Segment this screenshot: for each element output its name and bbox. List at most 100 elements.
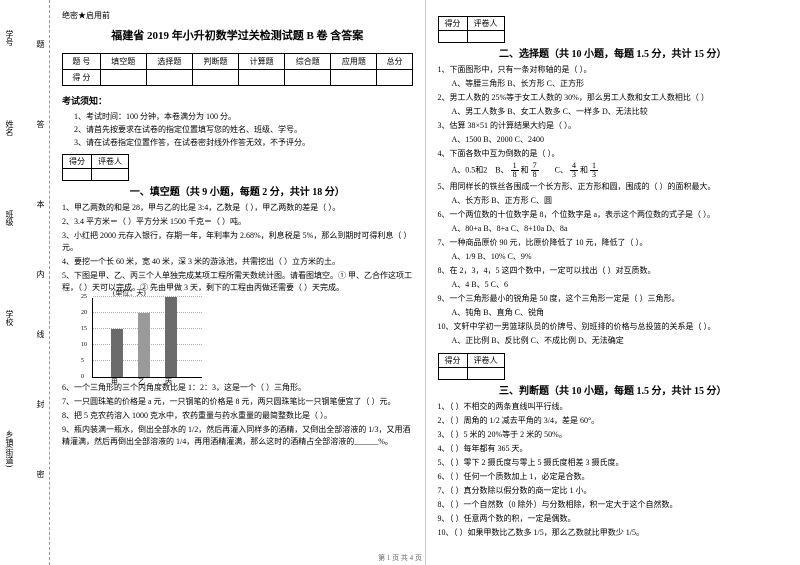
s2-q5o: A、长方形 B、正方形 C、圆: [438, 195, 789, 207]
bind-label-id: 学号: [4, 30, 15, 46]
s1-q3: 3、小红把 2000 元存入银行，存期一年，年利率为 2.68%，利息税是 5%…: [62, 230, 413, 254]
s1-q2: 2、3.4 平方米＝（ ）平方分米 1500 千克＝（ ）吨。: [62, 216, 413, 228]
s1-q9: 9、瓶内装满一瓶水，倒出全部水的 1/2，然后再灌入同样多的酒精，又倒出全部溶液…: [62, 424, 413, 448]
s2-q8o: A、4 B、5 C、6: [438, 279, 789, 291]
s2-q9o: A、钝角 B、直角 C、锐角: [438, 307, 789, 319]
ms3-c1: 得分: [438, 354, 467, 368]
left-column: 绝密★启用前 福建省 2019 年小升初数学过关检测试题 B 卷 含答案 题 号…: [50, 0, 426, 565]
bind-label-name: 姓名: [4, 120, 15, 136]
frac-c1: 43: [570, 162, 578, 179]
bar-bing: [165, 297, 177, 377]
notice-2: 2、请首先按要求在试卷的指定位置填写您的姓名、班级、学号。: [74, 124, 413, 135]
binding-margin: 学号 姓名 班级 学校 乡镇(街道) 题 答 本 内 线 封 密: [0, 0, 50, 565]
s2-q2: 2、男工人数的 25%等于女工人数的 30%，那么男工人数和女工人数相比（ ）: [438, 92, 789, 104]
s3-q3: 3、（ ）5 米的 20%等于 2 米的 50%。: [438, 429, 789, 441]
s2-q4: 4、下面各数中互为倒数的是（ ）。: [438, 148, 789, 160]
s3-q6: 6、（ ）任何一个质数加上 1，必定是合数。: [438, 471, 789, 483]
s2-q3o: A、1500 B、2000 C、2400: [438, 134, 789, 146]
xl-bing: 丙: [165, 377, 172, 387]
s2-q10: 10、文轩中学初一男篮球队员的价牌号、别班排的价格与总投篮的关系是（ ）。: [438, 321, 789, 333]
yt2: 10: [81, 342, 87, 348]
th-4: 计算题: [239, 54, 285, 70]
q4a: A、0.5和2: [452, 165, 488, 174]
s1-q4: 4、要挖一个长 60 米，宽 40 米，深 3 米的游泳池，共需挖出（ ）立方米…: [62, 256, 413, 268]
section1-title: 一、填空题（共 9 小题，每题 2 分，共计 18 分）: [62, 183, 413, 198]
right-column: 得分评卷人 二、选择题（共 10 小题，每题 1.5 分，共计 15 分） 1、…: [426, 0, 800, 565]
bar-chart: (单位：天) 0 5 10 15 20 25 甲 乙 丙: [92, 298, 202, 378]
bind-word-0: 题: [35, 40, 46, 48]
s2-q8: 8、在 2，3，4，5 这四个数中，一定可以找出（ ）对互质数。: [438, 265, 789, 277]
mini-score-2: 得分评卷人: [438, 16, 505, 43]
s1-q7: 7、一只圆珠笔的价格是 a 元，一只钢笔的价格是 8 元，两只圆珠笔比一只钢笔便…: [62, 396, 413, 408]
s3-q7: 7、（ ）真分数除以假分数的商一定比 1 小。: [438, 485, 789, 497]
ms2-c1: 得分: [438, 17, 467, 31]
th-7: 总分: [377, 54, 412, 70]
ms2-c2: 评卷人: [467, 17, 504, 31]
s3-q10: 10、（ ）如果甲数比乙数多 1/5，那么乙数就比甲数少 1/5。: [438, 527, 789, 539]
bind-label-town: 乡镇(街道): [4, 430, 15, 467]
mini-score-1: 得分评卷人: [62, 154, 129, 181]
xl-yi: 乙: [138, 377, 145, 387]
s2-q5: 5、用同样长的铁丝各围成一个长方形、正方形和圆，围成的（ ）的面积最大。: [438, 181, 789, 193]
secret-label: 绝密★启用前: [62, 10, 413, 21]
section2-title: 二、选择题（共 10 小题，每题 1.5 分，共计 15 分）: [438, 45, 789, 60]
notice-3: 3、请在试卷指定位置作答，在试卷密封线外作答无效，不予评分。: [74, 137, 413, 148]
row2-label: 得 分: [63, 70, 101, 86]
s3-q5: 5、（ ）零下 2 摄氏度与零上 5 摄氏度相差 3 摄氏度。: [438, 457, 789, 469]
s3-q9: 9、（ ）任意两个数的积，一定是偶数。: [438, 513, 789, 525]
s2-q1o: A、等腰三角形 B、长方形 C、正方形: [438, 78, 789, 90]
ms1-c2: 评卷人: [92, 155, 129, 169]
bind-word-6: 密: [35, 470, 46, 478]
s2-q7o: A、1/9 B、10% C、9%: [438, 251, 789, 263]
s3-q8: 8、（ ）一个自然数（0 除外）与分数相除，积一定大于这个自然数。: [438, 499, 789, 511]
s3-q4: 4、（ ）每年都有 365 天。: [438, 443, 789, 455]
bind-word-5: 封: [35, 400, 46, 408]
th-0: 题 号: [63, 54, 101, 70]
page-footer: 第 1 页 共 4 页: [0, 553, 800, 563]
bind-label-school: 学校: [4, 310, 15, 326]
frac-b2: 78: [531, 162, 539, 179]
bind-word-2: 本: [35, 200, 46, 208]
score-table: 题 号 填空题 选择题 判断题 计算题 综合题 应用题 总分 得 分: [62, 53, 413, 86]
bind-word-3: 内: [35, 270, 46, 278]
yt3: 15: [81, 326, 87, 332]
s2-q6o: A、80+a B、8+a C、8+10a D、8a: [438, 223, 789, 235]
frac-b1: 18: [511, 162, 519, 179]
th-5: 综合题: [285, 54, 331, 70]
s3-q2: 2、（ ）周角的 1/2 减去平角的 3/4，差是 60°。: [438, 415, 789, 427]
s1-q8: 8、把 5 克农药溶入 1000 克水中，农药重量与药水重量的最简整数比是（ ）…: [62, 410, 413, 422]
yt0: 0: [81, 374, 84, 380]
bind-word-1: 答: [35, 120, 46, 128]
s2-q2o: A、男工人数多 B、女工人数多 C、一样多 D、无法比较: [438, 106, 789, 118]
yt5: 25: [81, 294, 87, 300]
notice-1: 1、考试时间：100 分钟，本卷满分为 100 分。: [74, 111, 413, 122]
bar-jia: [111, 329, 123, 377]
q4c-and: 和: [580, 165, 588, 174]
notice-title: 考试须知：: [62, 94, 413, 107]
th-6: 应用题: [331, 54, 377, 70]
bind-label-class: 班级: [4, 210, 15, 226]
exam-title: 福建省 2019 年小升初数学过关检测试题 B 卷 含答案: [62, 27, 413, 43]
mini-score-3: 得分评卷人: [438, 353, 505, 380]
th-3: 判断题: [192, 54, 238, 70]
th-1: 填空题: [100, 54, 146, 70]
s2-q10o: A、正比例 B、反比例 C、不成比例 D、无法确定: [438, 335, 789, 347]
frac-c2: 13: [590, 162, 598, 179]
xl-jia: 甲: [111, 377, 118, 387]
q4b-and: 和: [521, 165, 529, 174]
section3-title: 三、判断题（共 10 小题，每题 1.5 分，共计 15 分）: [438, 382, 789, 397]
ms1-c1: 得分: [63, 155, 92, 169]
s2-q3: 3、估算 38×51 的计算结果大约是（ ）。: [438, 120, 789, 132]
q4b-pre: B、: [495, 165, 508, 174]
q4c-pre: C、: [555, 165, 568, 174]
yt1: 5: [81, 358, 84, 364]
s2-q7: 7、一种商品原价 90 元，比原价降低了 10 元，降低了（ ）。: [438, 237, 789, 249]
yt4: 20: [81, 310, 87, 316]
bind-word-4: 线: [35, 330, 46, 338]
s1-q1: 1、甲乙两数的和是 28，甲与乙的比是 3:4，乙数是（ ），甲乙两数的差是（ …: [62, 202, 413, 214]
s2-q4o: A、0.5和2 B、 18 和 78 C、 43 和 13: [438, 162, 789, 179]
s2-q6: 6、一个两位数的十位数字是 8，个位数字是 a，表示这个两位数的式子是（ ）。: [438, 209, 789, 221]
s2-q1: 1、下面图形中，只有一条对称轴的是（ ）。: [438, 64, 789, 76]
s3-q1: 1、（ ）不相交的两条直线叫平行线。: [438, 401, 789, 413]
s2-q9: 9、一个三角形最小的锐角是 50 度，这个三角形一定是（ ）三角形。: [438, 293, 789, 305]
